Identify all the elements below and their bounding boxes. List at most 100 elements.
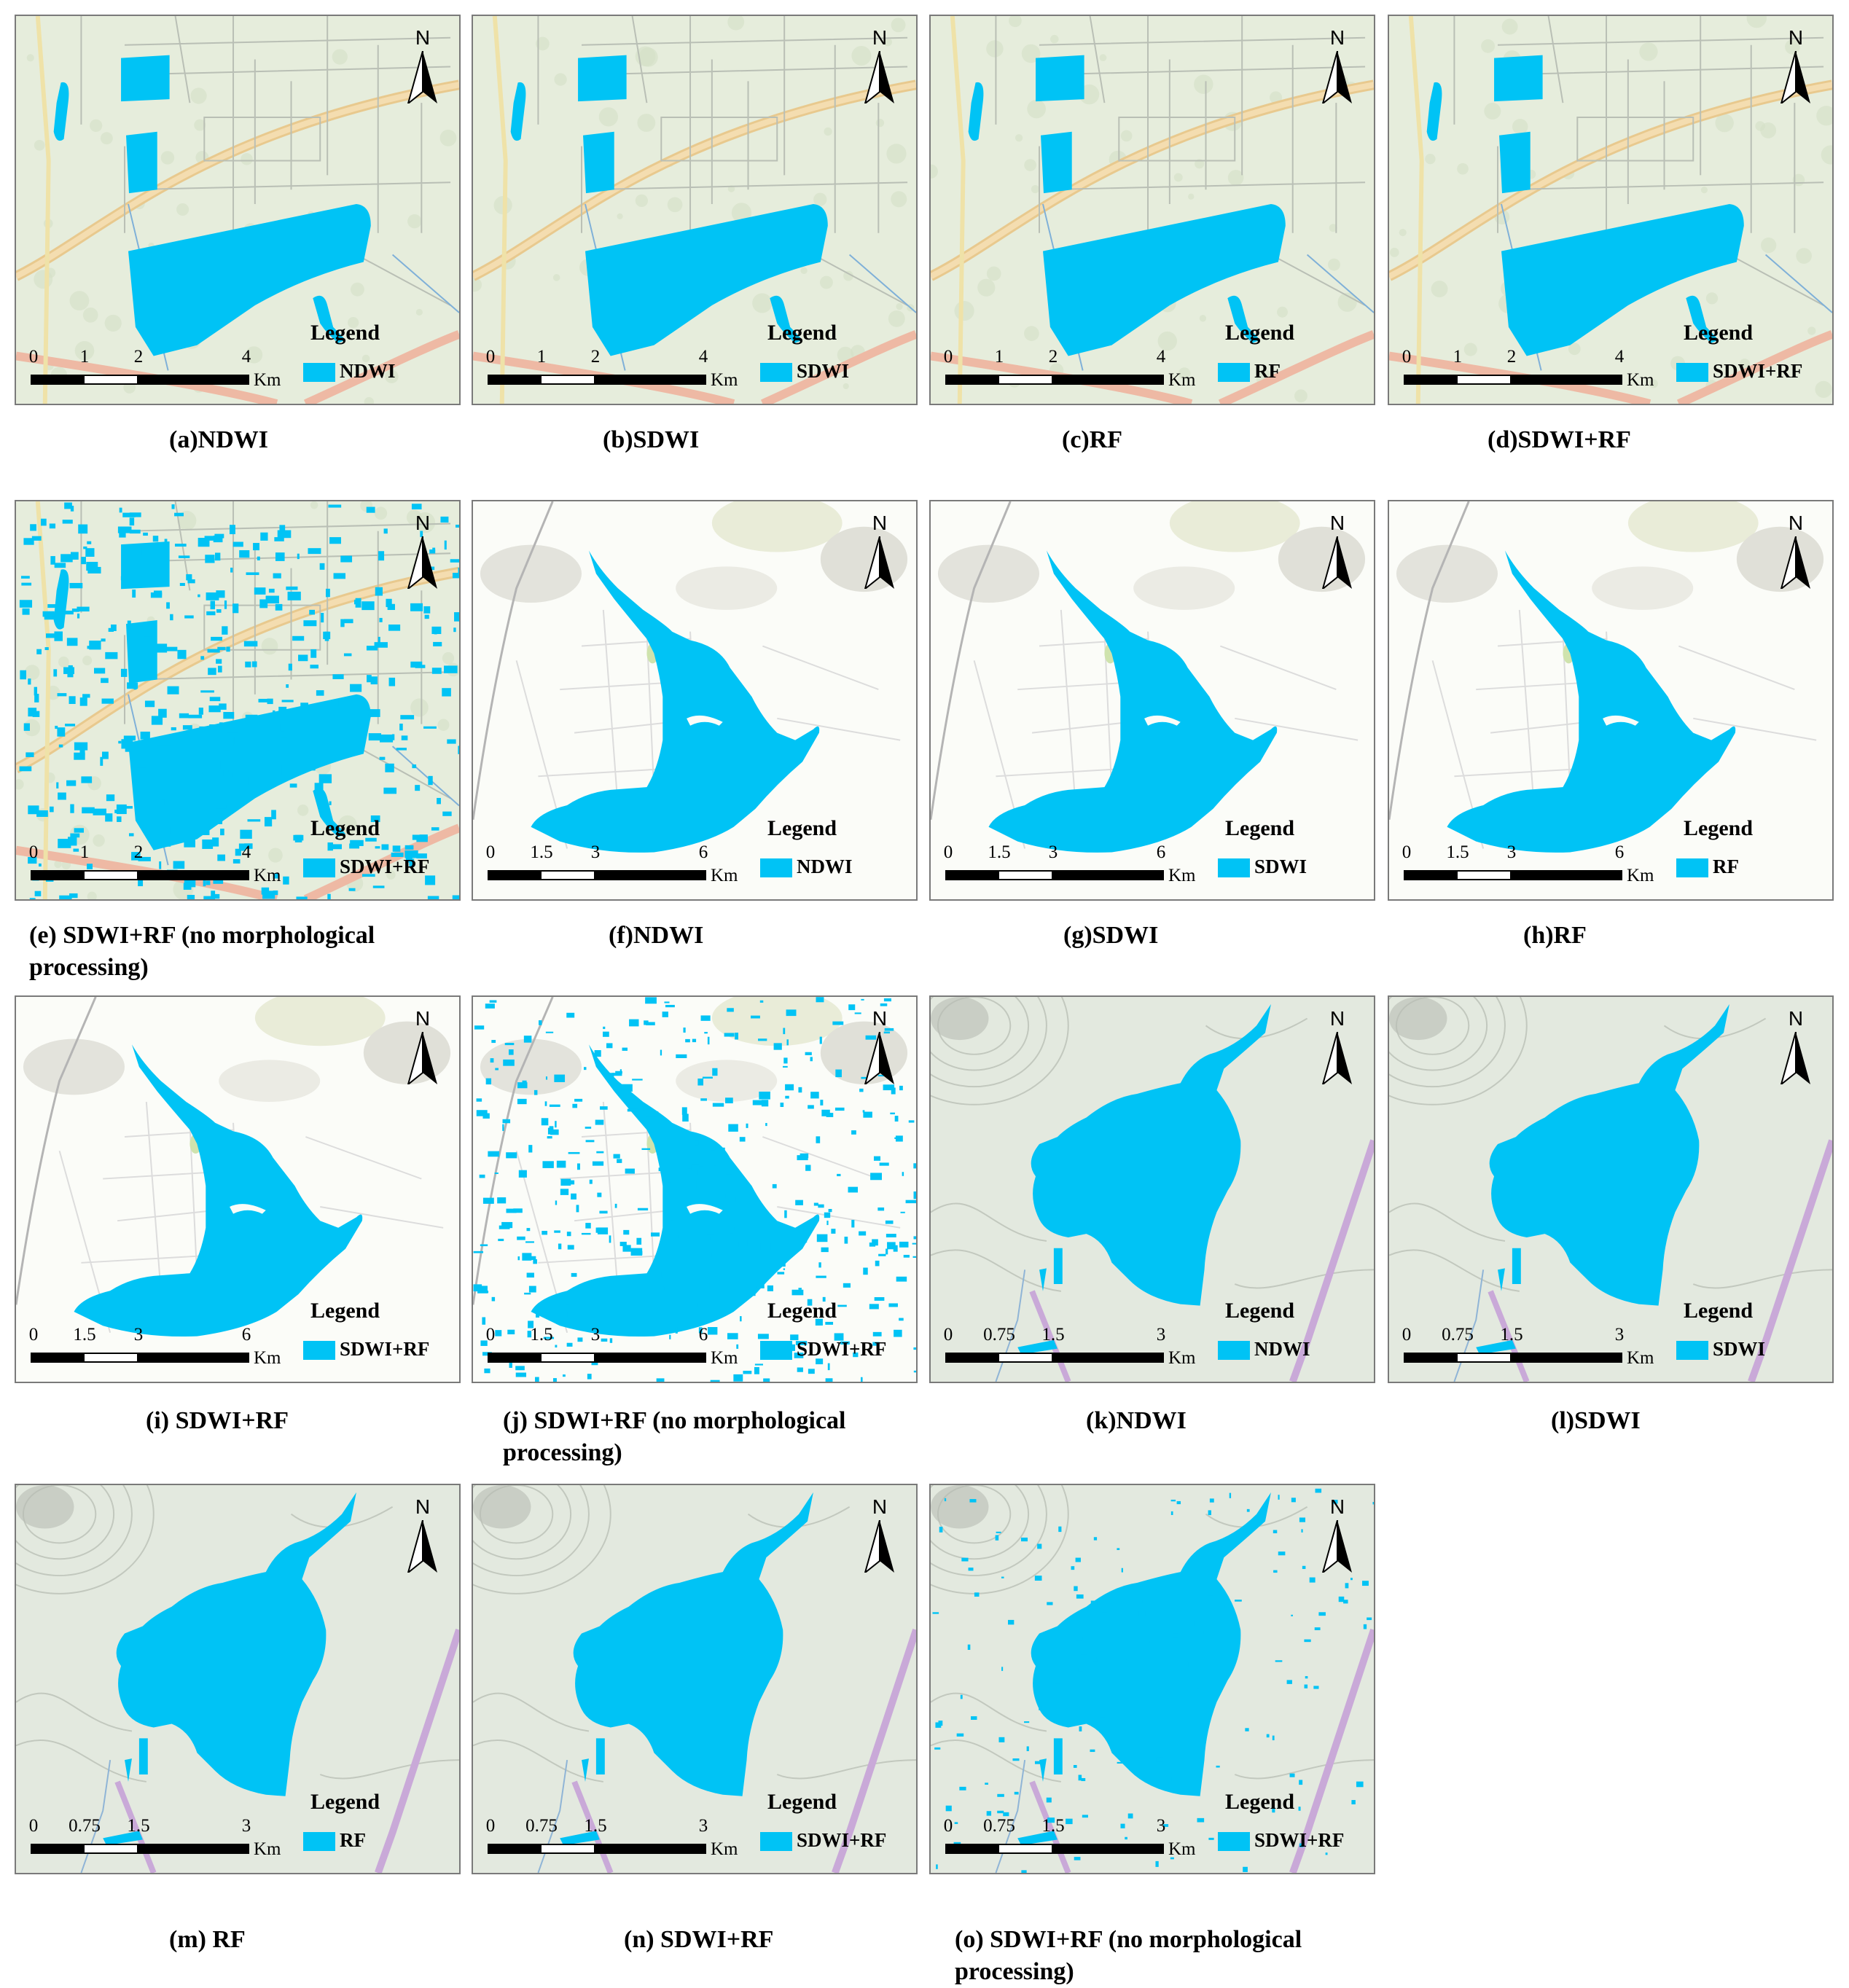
north-arrow-label: N: [1329, 512, 1345, 534]
scale-bar: 0 1 2 4 Km: [1402, 347, 1666, 391]
north-arrow: N: [1775, 1007, 1816, 1087]
map-panel-l: N Legend SDWI 0 0.75 1.5 3: [1388, 995, 1834, 1383]
scale-bar-segments: [488, 1844, 706, 1854]
scale-unit: Km: [711, 370, 738, 390]
legend-water-swatch: [1676, 1341, 1708, 1360]
scale-bar: 0 0.75 1.5 3 Km: [943, 1325, 1208, 1369]
north-arrow-label: N: [1329, 26, 1345, 49]
legend-title: Legend: [1684, 816, 1754, 840]
legend-label: NDWI: [797, 856, 853, 877]
legend-water-swatch: [1676, 363, 1708, 382]
scale-unit: Km: [254, 1839, 281, 1859]
scale-tick-label: 1.5: [1500, 1325, 1523, 1345]
legend-water-swatch: [1218, 363, 1250, 382]
legend-label: SDWI+RF: [1254, 1829, 1345, 1851]
map-panel-n: N Legend SDWI+RF 0 0.75 1.5 3: [472, 1484, 918, 1874]
legend: Legend SDWI+RF: [760, 1299, 906, 1371]
scale-tick-label: 6: [698, 1325, 708, 1345]
scale-tick-label: 0: [943, 1325, 953, 1345]
scale-tick-label: 0: [485, 347, 496, 367]
legend: Legend SDWI+RF: [1218, 1790, 1364, 1863]
scale-tick-label: 0.75: [983, 1816, 1015, 1836]
scale-tick-label: 0: [1402, 1325, 1412, 1345]
scale-bar: 0 1 2 4 Km: [29, 347, 293, 391]
caption-e: (e) SDWI+RF (no morphological processing…: [29, 922, 375, 981]
north-arrow-icon: [864, 1520, 894, 1573]
north-arrow: N: [402, 1495, 443, 1576]
scale-bar-segments: [945, 870, 1164, 880]
north-arrow: N: [402, 1007, 443, 1087]
scale-tick-label: 1: [79, 842, 90, 862]
scale-unit: Km: [254, 370, 281, 390]
legend-water-swatch: [303, 858, 335, 877]
caption-m: (m) RF: [169, 1926, 246, 1953]
caption-d: (d)SDWI+RF: [1488, 426, 1631, 453]
scale-tick-label: 0: [28, 1816, 39, 1836]
north-arrow-label: N: [1329, 1495, 1345, 1518]
scale-tick-label: 1.5: [988, 842, 1011, 862]
scale-bar: 0 0.75 1.5 3 Km: [28, 1816, 293, 1860]
map-panel-f: N Legend NDWI 0 1.5 3 6 K: [472, 500, 918, 901]
legend: Legend NDWI: [1218, 1299, 1364, 1371]
scale-bar: 0 0.75 1.5 3 Km: [944, 1816, 1208, 1860]
scale-tick-label: 1.5: [1041, 1816, 1065, 1836]
scale-tick-label: 2: [590, 347, 601, 367]
scale-tick-label: 3: [698, 1816, 708, 1836]
legend: Legend SDWI+RF: [303, 816, 449, 889]
legend-water-swatch: [760, 1832, 792, 1851]
scale-unit: Km: [1627, 1348, 1654, 1368]
scale-tick-label: 3: [241, 1816, 251, 1836]
scale-bar-segments: [945, 1844, 1164, 1854]
legend-water-swatch: [760, 363, 792, 382]
map-panel-e: N Legend SDWI+RF 0 1 2 4: [15, 500, 461, 901]
north-arrow-icon: [1780, 1032, 1810, 1084]
scale-tick-label: 4: [241, 842, 251, 862]
scale-tick-label: 1.5: [73, 1325, 96, 1345]
map-panel-d: N Legend SDWI+RF 0 1 2 4: [1388, 15, 1834, 405]
legend: Legend SDWI: [1218, 816, 1364, 889]
scale-tick-label: 1: [536, 347, 547, 367]
legend: Legend SDWI: [1676, 1299, 1822, 1371]
map-panel-k: N Legend NDWI 0 0.75 1.5 3: [929, 995, 1375, 1383]
north-arrow: N: [859, 1495, 900, 1576]
scale-bar: 0 0.75 1.5 3 Km: [486, 1816, 750, 1860]
legend-title: Legend: [1225, 816, 1295, 840]
scale-tick-label: 1.5: [1041, 1325, 1065, 1345]
north-arrow-icon: [1321, 536, 1352, 589]
scale-unit: Km: [1168, 370, 1196, 390]
scale-bar-segments: [1404, 1353, 1622, 1363]
legend-title: Legend: [767, 321, 837, 345]
scale-tick-label: 0: [485, 1325, 496, 1345]
north-arrow-icon: [1780, 536, 1810, 589]
north-arrow-icon: [1780, 51, 1810, 103]
scale-unit: Km: [1168, 866, 1196, 885]
caption-g: (g)SDWI: [1063, 922, 1159, 949]
scale-tick-label: 4: [1156, 347, 1166, 367]
scale-tick-label: 1: [994, 347, 1004, 367]
scale-unit: Km: [1627, 866, 1654, 885]
north-arrow-icon: [1321, 1032, 1352, 1084]
scale-tick-label: 0: [28, 1325, 39, 1345]
map-panel-b: N Legend SDWI 0 1 2 4 Km: [472, 15, 918, 405]
legend: Legend RF: [303, 1790, 449, 1863]
map-panel-a: N Legend NDWI 0 1 2 4 Km: [15, 15, 461, 405]
scale-tick-label: 3: [133, 1325, 144, 1345]
basemap-with-water-extent: [1389, 16, 1832, 404]
legend-water-swatch: [1218, 1341, 1250, 1360]
scale-tick-label: 1.5: [127, 1816, 150, 1836]
scale-bar-segments: [945, 1353, 1164, 1363]
legend-label: RF: [1254, 360, 1281, 382]
scale-tick-label: 3: [1506, 842, 1517, 862]
scale-bar-segments: [488, 1353, 706, 1363]
north-arrow: N: [859, 512, 900, 592]
scale-tick-label: 3: [1156, 1325, 1166, 1345]
legend: Legend NDWI: [760, 816, 906, 889]
legend-water-swatch: [760, 1341, 792, 1360]
north-arrow-label: N: [1329, 1007, 1345, 1030]
legend-water-swatch: [1218, 1832, 1250, 1851]
north-arrow-icon: [407, 1032, 437, 1084]
north-arrow-icon: [864, 51, 894, 103]
legend-label: SDWI+RF: [1713, 360, 1803, 382]
legend-label: SDWI: [1254, 856, 1307, 877]
map-panel-i: N Legend SDWI+RF 0 1.5 3 6: [15, 995, 461, 1383]
